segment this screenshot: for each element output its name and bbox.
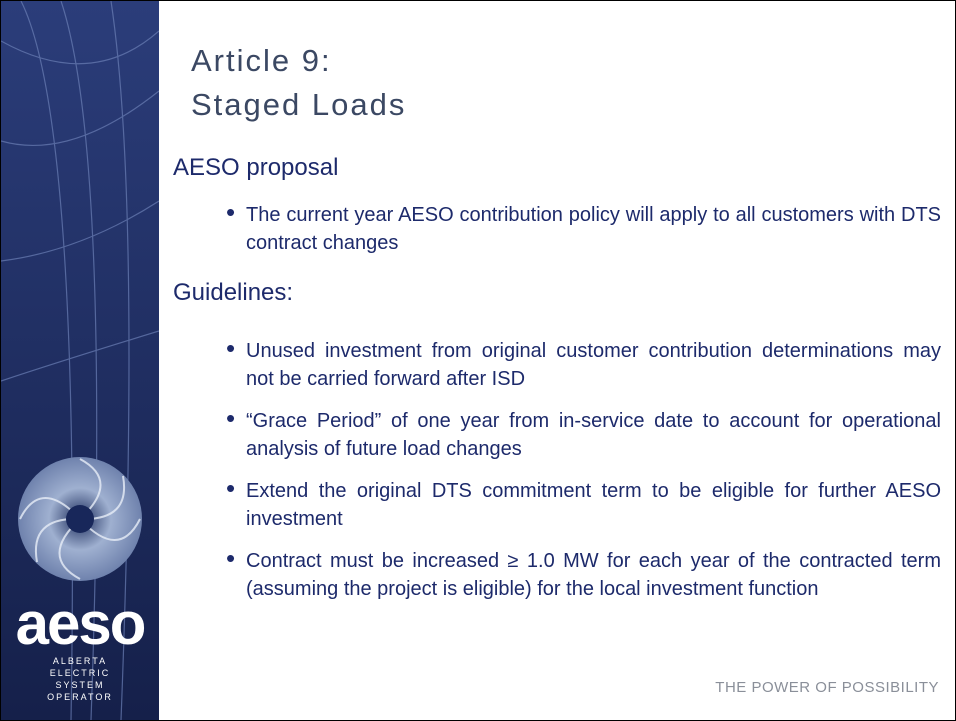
bullet: The current year AESO contribution polic… xyxy=(226,198,941,257)
logo-text: aeso xyxy=(15,590,147,657)
title-line: Staged Loads xyxy=(191,87,407,122)
logo-line: SYSTEM xyxy=(55,680,105,690)
logo-line: ALBERTA xyxy=(52,656,108,666)
bullet: “Grace Period” of one year from in-servi… xyxy=(226,404,941,463)
footer: THE POWER OF POSSIBILITY xyxy=(715,679,939,696)
section-heading: AESO proposal xyxy=(173,154,339,181)
bullet: Contract must be increased ≥ 1.0 MW for … xyxy=(226,544,941,603)
logo-subtitle: ALBERTA ELECTRIC SYSTEM OPERATOR xyxy=(1,655,159,703)
logo-line: ELECTRIC xyxy=(49,668,111,678)
section-heading: Guidelines: xyxy=(173,279,294,306)
sidebar xyxy=(1,1,159,720)
logo-line: OPERATOR xyxy=(47,692,113,702)
bullet-list: The current year AESO contribution polic… xyxy=(226,198,941,271)
bullet: Extend the original DTS commitment term … xyxy=(226,474,941,533)
bullet-list: Unused investment from original customer… xyxy=(226,334,941,617)
title-line: Article 9: xyxy=(191,43,332,78)
bullet: Unused investment from original customer… xyxy=(226,334,941,393)
